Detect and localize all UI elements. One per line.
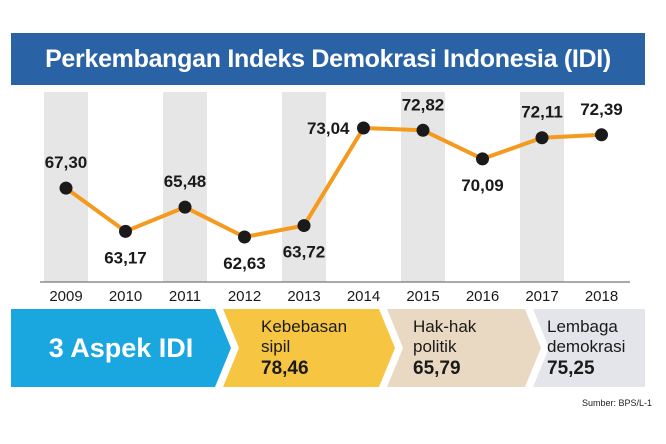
data-label-2016: 70,09: [461, 176, 504, 195]
data-point-2009: [59, 181, 73, 195]
aspect-label: Kebebasan sipil: [261, 317, 348, 356]
data-point-2016: [476, 152, 489, 166]
year-band-2015: [401, 92, 445, 282]
data-point-2014: [357, 121, 370, 135]
aspect-lembaga-demokrasi: Lembaga demokrasi 75,25: [547, 317, 625, 379]
source-note: Sumber: BPS/L-1: [581, 398, 652, 408]
data-label-2010: 63,17: [104, 248, 147, 267]
data-point-2017: [535, 131, 549, 145]
aspect-label: Lembaga demokrasi: [547, 317, 626, 356]
aspect-arrow-lembaga-demokrasi: [533, 309, 645, 387]
x-tick-label-2012: 2012: [228, 288, 261, 305]
year-band-2011: [163, 92, 207, 282]
x-tick-label-2014: 2014: [347, 288, 380, 305]
x-tick-label-2015: 2015: [406, 288, 439, 305]
x-tick-label-2009: 2009: [49, 288, 82, 305]
series-line: [64, 126, 602, 239]
data-point-2015: [416, 123, 430, 137]
data-label-2015: 72,82: [402, 95, 445, 114]
data-label-2018: 72,39: [580, 100, 623, 119]
data-label-2012: 62,63: [223, 254, 266, 273]
aspect-value: 75,25: [547, 358, 595, 379]
data-label-2013: 63,72: [283, 243, 326, 262]
data-point-2011: [178, 200, 192, 214]
aspects-main-arrow: [11, 309, 231, 387]
aspect-label: Hak-hak politik: [413, 317, 477, 356]
x-tick-label-2013: 2013: [287, 288, 320, 305]
aspect-hak-hak-politik: Hak-hak politik 65,79: [413, 317, 476, 379]
data-point-2012: [238, 230, 251, 244]
year-band-2017: [520, 92, 564, 282]
aspects-panel: 3 Aspek IDI Kebebasan sipil 78,46 Hak-ha…: [11, 309, 645, 387]
aspect-kebebasan-sipil: Kebebasan sipil 78,46: [261, 317, 347, 379]
line-chart: 67,30 63,17 65,48 62,63 63,72 73,04 72,82 70,09…: [40, 92, 630, 305]
data-point-2018: [595, 128, 608, 142]
data-label-2014: 73,04: [307, 119, 350, 138]
aspects-title: 3 Aspek IDI: [48, 332, 194, 363]
aspect-value: 78,46: [261, 358, 309, 379]
x-tick-label-2017: 2017: [525, 288, 558, 305]
chart-title: Perkembangan Indeks Demokrasi Indonesia …: [11, 33, 645, 85]
x-tick-label-2010: 2010: [109, 288, 142, 305]
x-tick-label-2018: 2018: [585, 288, 618, 305]
data-point-2010: [119, 224, 132, 238]
aspects-arrows: [11, 309, 645, 387]
x-tick-label-2016: 2016: [466, 288, 499, 305]
data-label-2017: 72,11: [521, 103, 563, 122]
aspect-arrow-kebebasan-sipil: [223, 309, 395, 387]
aspect-value: 65,79: [413, 358, 461, 379]
x-tick-label-2011: 2011: [169, 288, 201, 305]
aspect-arrow-hak-hak-politik: [387, 309, 541, 387]
data-label-2011: 65,48: [164, 172, 207, 191]
year-band-2013: [282, 92, 326, 282]
data-point-2013: [297, 219, 311, 233]
data-label-2009: 67,30: [45, 153, 88, 172]
